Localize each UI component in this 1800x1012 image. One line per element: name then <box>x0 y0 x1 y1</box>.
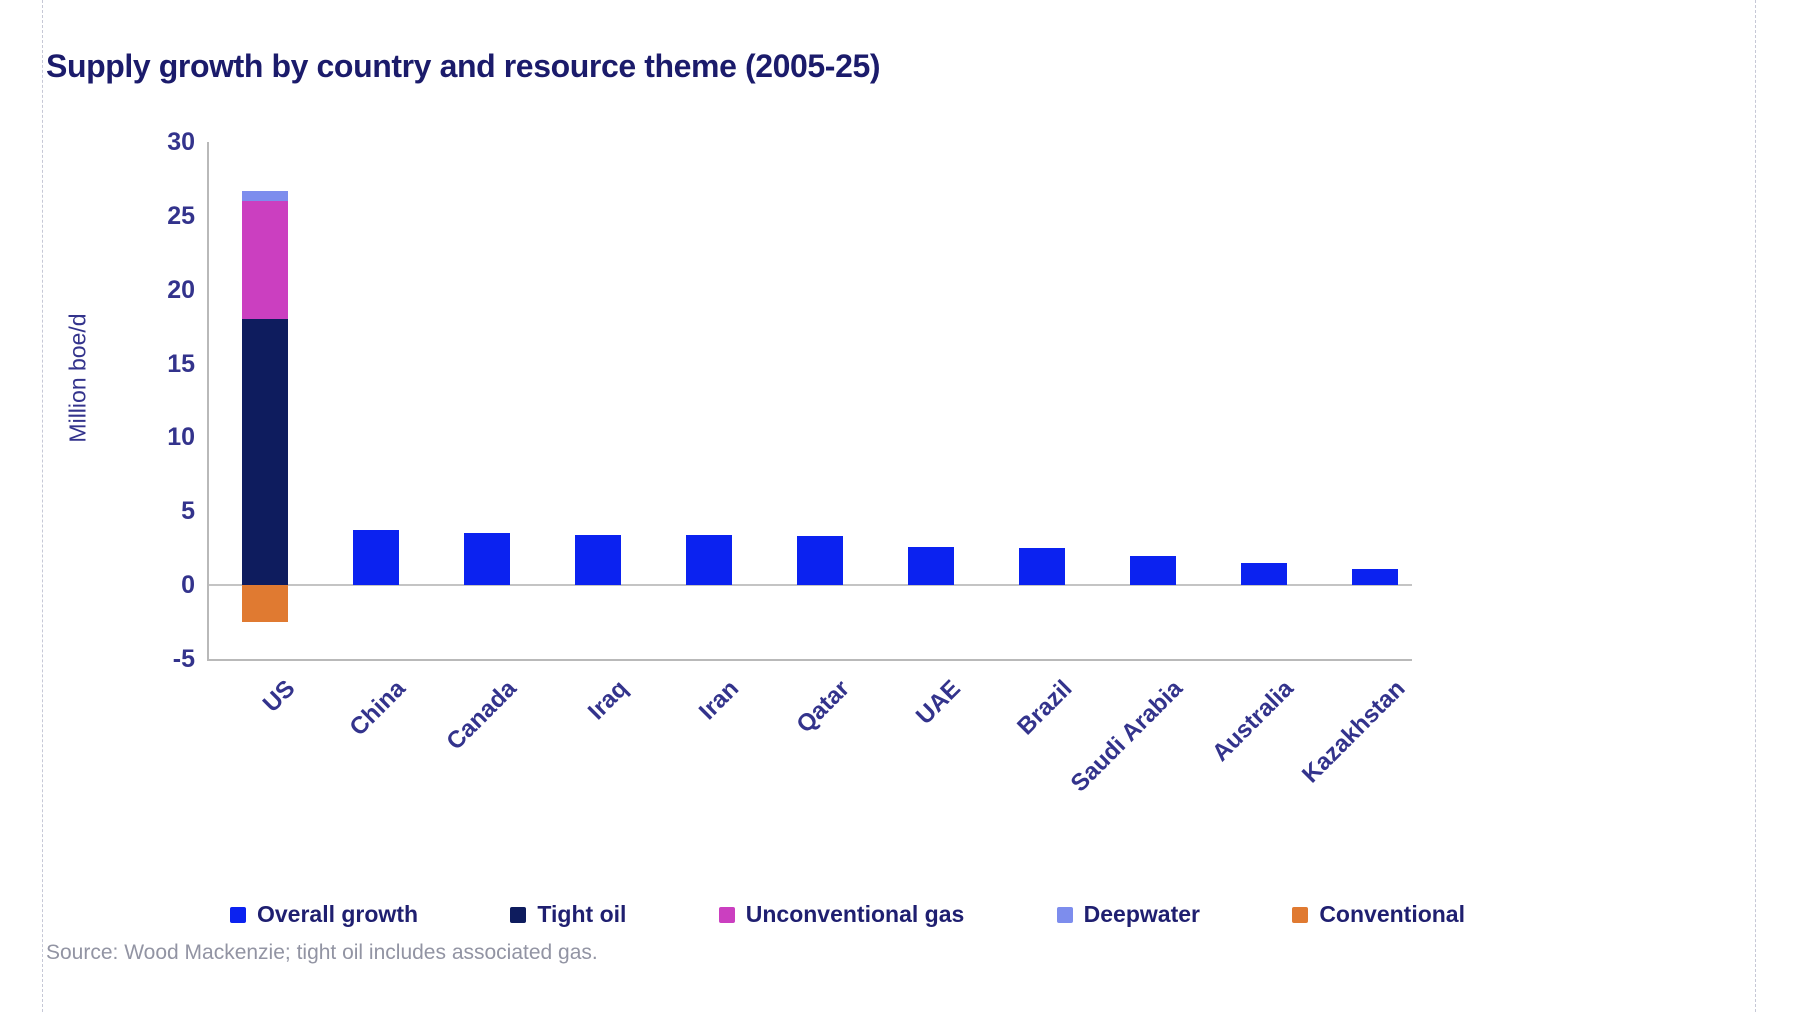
x-axis-label-iran: Iran <box>693 675 745 726</box>
x-axis-label-us: US <box>257 675 301 718</box>
plot-area <box>207 142 1412 661</box>
y-axis-tick-label: 20 <box>167 275 195 304</box>
x-axis-label-saudi-arabia: Saudi Arabia <box>1065 675 1189 798</box>
bar-iran-overall-growth <box>686 534 732 586</box>
x-axis-label-kazakhstan: Kazakhstan <box>1296 675 1411 789</box>
legend-swatch-overall-growth <box>230 906 246 923</box>
legend-label-overall-growth: Overall growth <box>257 901 419 927</box>
legend-label-unconventional-gas: Unconventional gas <box>745 901 965 927</box>
bar-us-conventional <box>242 585 288 623</box>
x-axis-label-canada: Canada <box>441 675 523 756</box>
legend-item-deepwater: Deepwater <box>1056 901 1200 928</box>
legend-swatch-unconventional-gas <box>718 906 735 923</box>
y-axis-tick-label: -5 <box>172 645 195 673</box>
x-axis-label-brazil: Brazil <box>1011 675 1078 741</box>
legend-swatch-tight-oil <box>510 906 527 923</box>
text-boundary-dashed-line-left <box>42 0 43 1012</box>
y-axis-tick-label: 0 <box>181 571 195 600</box>
bar-us-tight-oil <box>242 319 288 586</box>
legend-item-unconventional-gas: Unconventional gas <box>718 901 965 928</box>
bar-brazil-overall-growth <box>1019 548 1065 586</box>
bar-kazakhstan-overall-growth <box>1352 568 1398 586</box>
legend-swatch-conventional <box>1292 906 1309 923</box>
y-axis-tick-label: 5 <box>181 497 195 526</box>
legend-item-overall-growth: Overall growth <box>230 901 418 928</box>
bar-china-overall-growth <box>353 530 399 586</box>
zero-gridline <box>209 584 1412 587</box>
legend-label-deepwater: Deepwater <box>1083 901 1200 927</box>
x-axis-label-qatar: Qatar <box>791 675 856 739</box>
bar-us-deepwater <box>242 190 288 202</box>
bar-iraq-overall-growth <box>575 534 621 586</box>
bar-qatar-overall-growth <box>797 536 843 586</box>
y-axis-tick-label: 25 <box>167 201 195 230</box>
bar-canada-overall-growth <box>464 533 510 586</box>
bar-us-unconventional-gas <box>242 201 288 320</box>
x-axis-label-uae: UAE <box>911 675 967 730</box>
text-boundary-dashed-line-right <box>1755 0 1756 1012</box>
y-axis-title: Million boe/d <box>64 313 91 443</box>
chart-title: Supply growth by country and resource th… <box>46 48 881 84</box>
legend-item-conventional: Conventional <box>1292 901 1465 928</box>
y-axis-tick-label: 30 <box>167 128 195 156</box>
x-axis-label-china: China <box>344 675 412 742</box>
legend-label-conventional: Conventional <box>1319 901 1465 927</box>
bar-saudi-arabia-overall-growth <box>1130 555 1176 586</box>
y-axis-tick-label: 10 <box>167 423 195 452</box>
legend-label-tight-oil: Tight oil <box>537 901 627 927</box>
legend-item-tight-oil: Tight oil <box>510 901 626 928</box>
y-axis-tick-label: 15 <box>167 349 195 378</box>
legend-swatch-deepwater <box>1056 906 1073 923</box>
x-axis-label-iraq: Iraq <box>582 675 634 726</box>
source-note: Source: Wood Mackenzie; tight oil includ… <box>46 941 598 964</box>
bar-uae-overall-growth <box>908 546 954 586</box>
bar-australia-overall-growth <box>1241 562 1287 586</box>
x-axis-label-australia: Australia <box>1207 675 1300 767</box>
chart-legend: Overall growth Tight oil Unconventional ga… <box>230 901 1465 928</box>
